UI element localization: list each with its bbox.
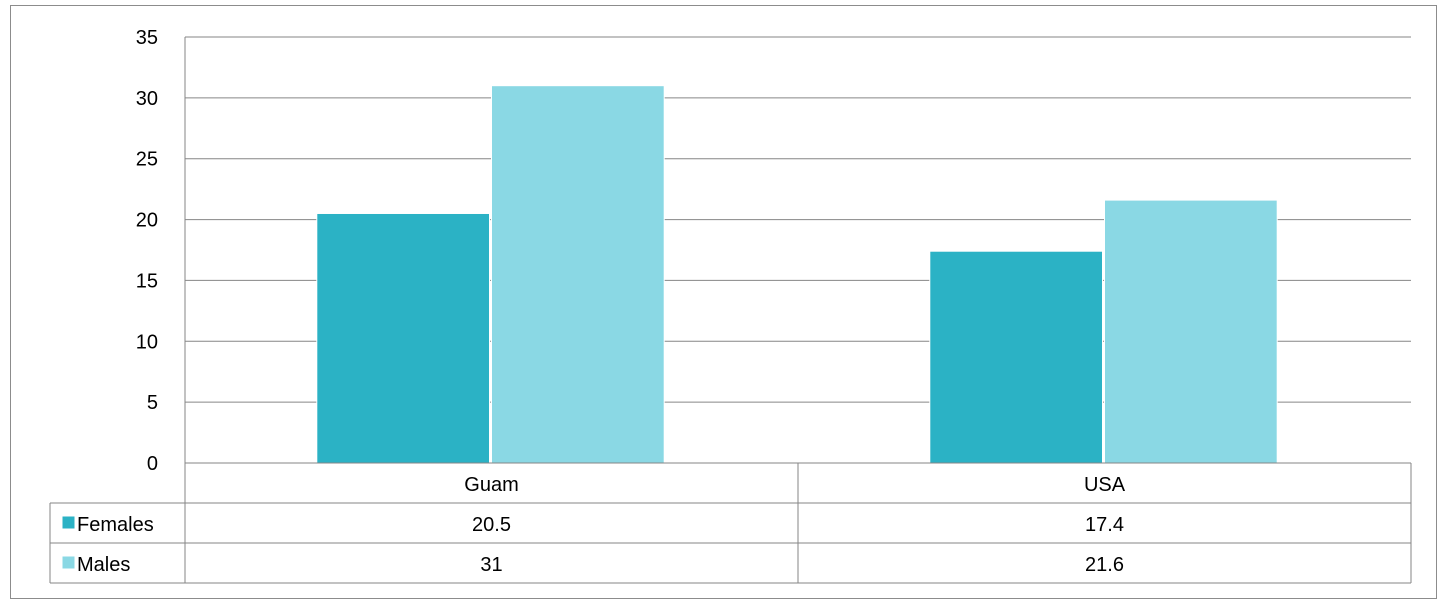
bar-females-usa (929, 250, 1103, 464)
data-table: Guam USA Females 20.5 17.4 Males 31 21.6 (49, 462, 1412, 584)
y-tick-label: 10 (136, 331, 158, 353)
legend-key-females (61, 515, 76, 530)
y-tick-label: 25 (136, 149, 158, 171)
x-category-label: USA (1084, 474, 1126, 496)
bar-males-usa (1104, 199, 1278, 464)
y-tick-label: 0 (147, 453, 158, 475)
x-category-label: Guam (464, 474, 518, 496)
table-value: 17.4 (1085, 514, 1124, 536)
y-tick-label: 35 (136, 27, 158, 49)
bar-females-guam (316, 212, 491, 464)
legend-label-males: Males (77, 554, 130, 576)
table-value: 31 (480, 554, 502, 576)
y-tick-label: 20 (136, 210, 158, 232)
bars (316, 85, 1278, 464)
y-tick-label: 15 (136, 270, 158, 292)
table-value: 21.6 (1085, 554, 1124, 576)
legend-label-females: Females (77, 514, 154, 536)
legend-key-males (61, 555, 76, 570)
bar-males-guam (491, 85, 665, 464)
y-tick-label: 30 (136, 88, 158, 110)
table-value: 20.5 (472, 514, 511, 536)
y-axis-ticks: 0 5 10 15 20 25 30 35 (136, 27, 158, 475)
y-tick-label: 5 (147, 392, 158, 414)
